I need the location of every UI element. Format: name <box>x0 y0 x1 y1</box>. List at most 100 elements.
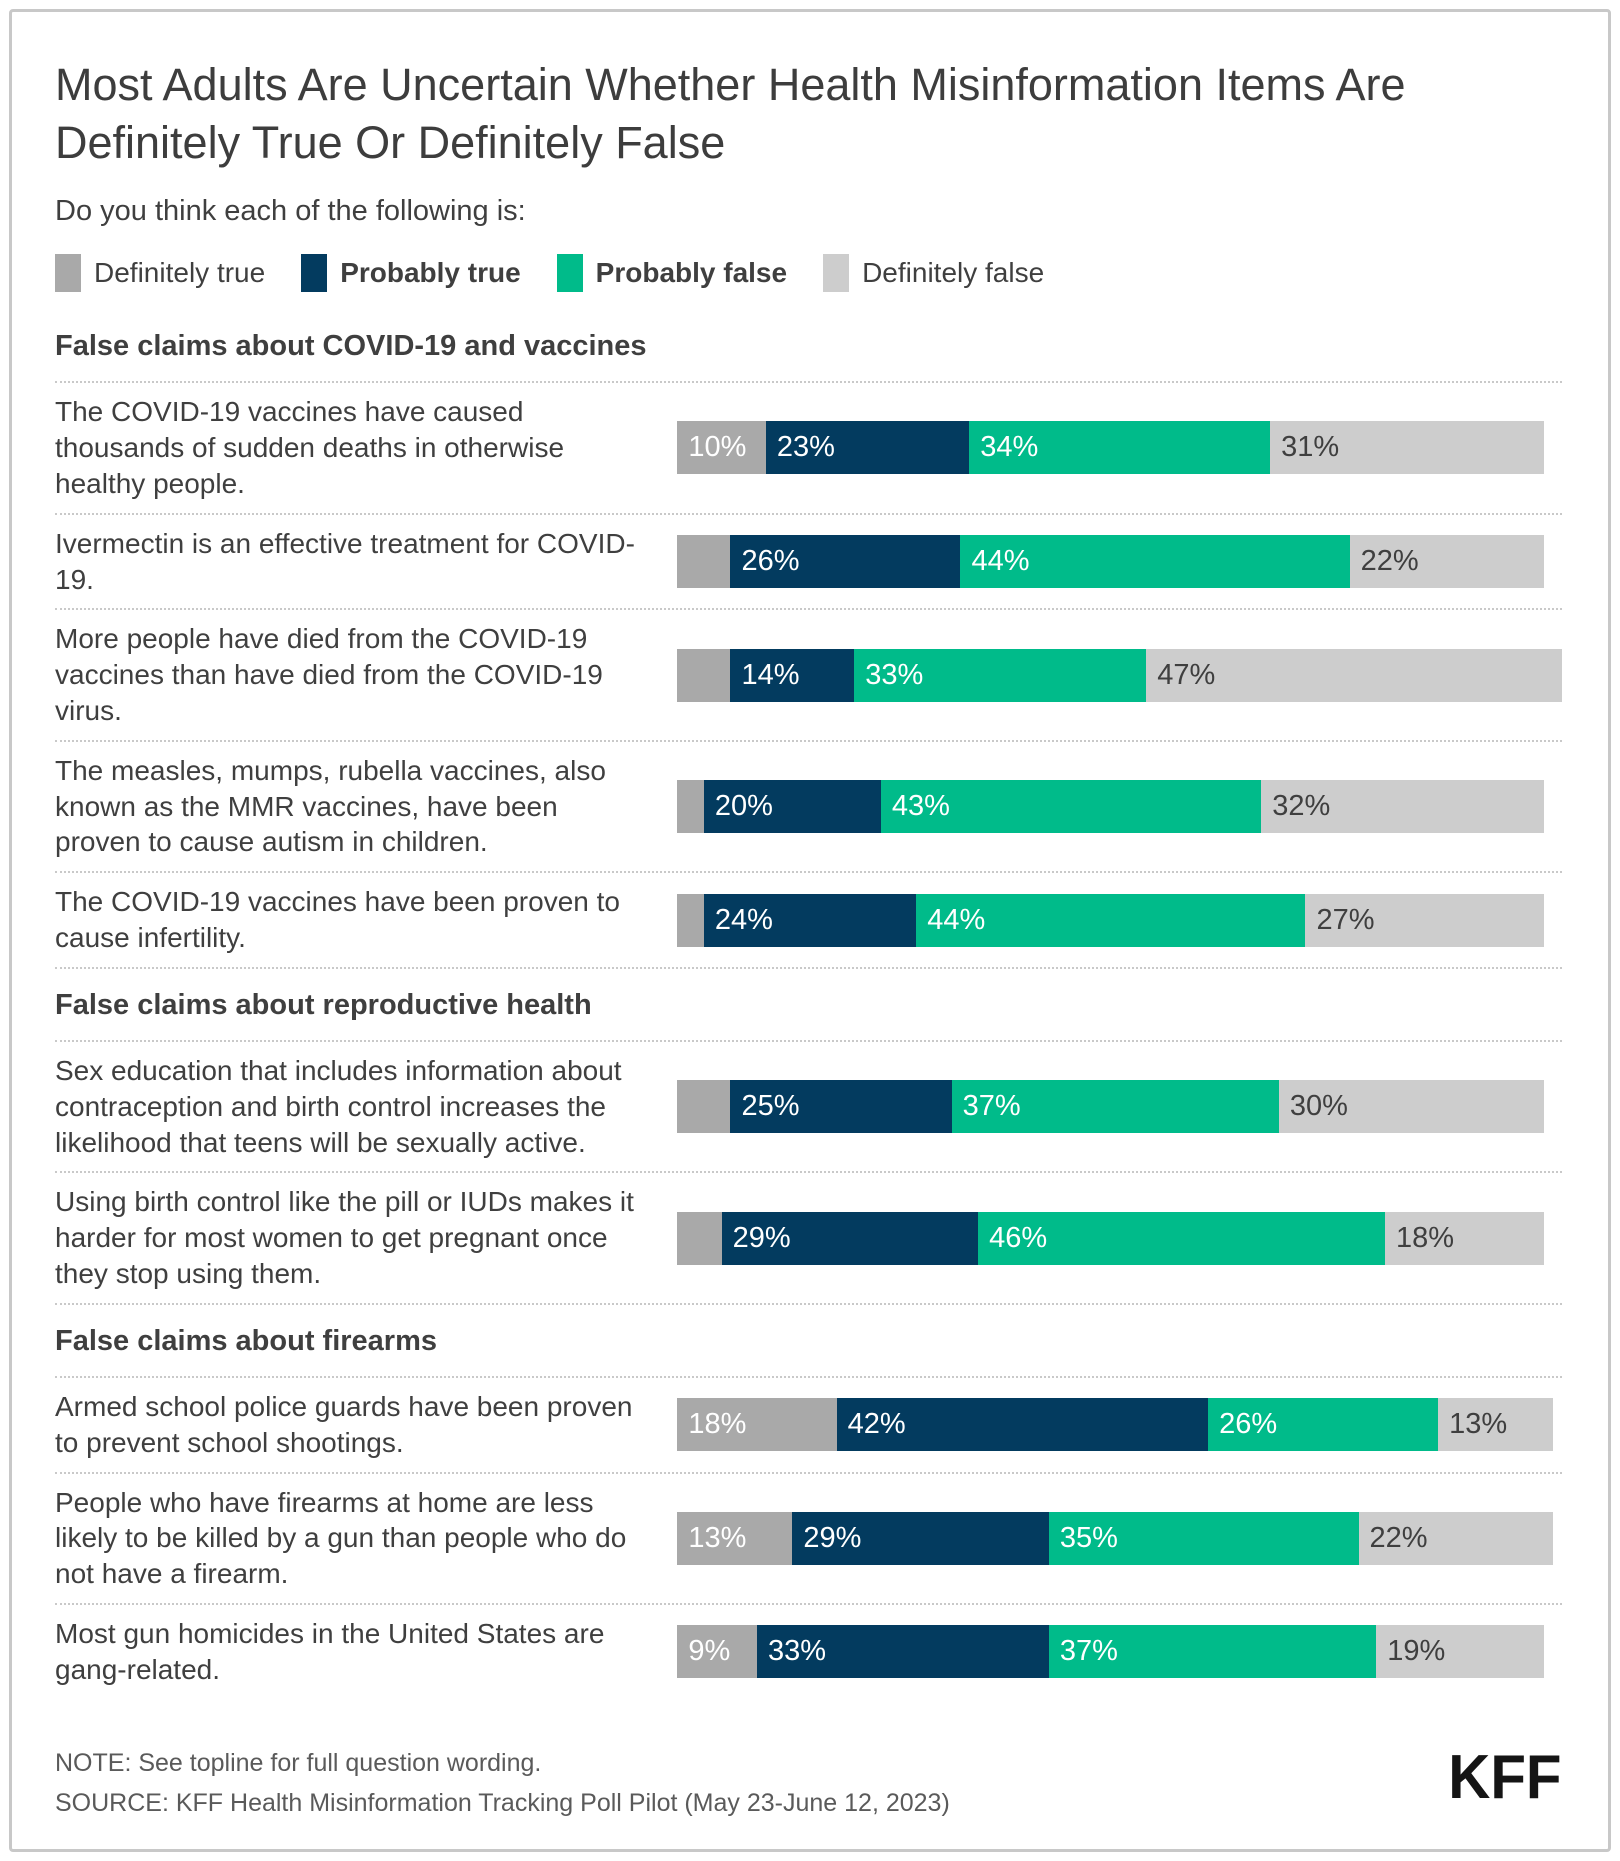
claim-label: Ivermectin is an effective treatment for… <box>55 527 635 595</box>
legend-item: Probably false <box>556 254 787 293</box>
claim-label: More people have died from the COVID-19 … <box>55 623 603 726</box>
bar-value-label: 9% <box>688 1635 731 1668</box>
bar-segment-definitely-false: 22% <box>1349 535 1545 588</box>
bar-value-label: 13% <box>1449 1408 1508 1441</box>
stacked-bar: 13% 29% 35% 22% <box>677 1511 1562 1565</box>
bar-segment-definitely-false: 19% <box>1376 1625 1545 1679</box>
claim-label: The COVID-19 vaccines have caused thousa… <box>55 396 565 499</box>
chart-subtitle: Do you think each of the following is: <box>55 195 526 228</box>
bar-segment-definitely-false: 18% <box>1385 1211 1545 1265</box>
bar-value-label: 37% <box>962 1090 1021 1123</box>
bar-value-label: 22% <box>1369 1521 1428 1554</box>
bar-segment-probably-false: 33% <box>854 648 1147 702</box>
legend-item: Definitely false <box>823 254 1045 293</box>
bar-value-label: 24% <box>714 903 773 936</box>
bar-value-label: 44% <box>927 903 986 936</box>
bar-value-label: 25% <box>741 1090 800 1123</box>
bar-segment-definitely-true <box>677 893 704 947</box>
bar-value-label: 31% <box>1281 431 1340 464</box>
bar-value-label: 34% <box>980 431 1039 464</box>
bar-segment-probably-true: 26% <box>730 535 961 588</box>
bar-value-label: 19% <box>1387 1635 1446 1668</box>
legend-label: Probably true <box>340 257 521 289</box>
claim-label: Most gun homicides in the United States … <box>55 1618 605 1685</box>
bar-value-label: 33% <box>865 658 924 691</box>
bar-segment-probably-false: 35% <box>1048 1511 1359 1565</box>
claim-label: The COVID-19 vaccines have been proven t… <box>55 886 620 954</box>
stacked-bar: 14% 33% 47% <box>677 648 1562 702</box>
bar-segment-definitely-true <box>677 535 731 588</box>
claim-label: People who have firearms at home are les… <box>55 1486 627 1590</box>
claim-row: Most gun homicides in the United States … <box>55 1603 1562 1699</box>
bar-value-label: 37% <box>1059 1635 1118 1668</box>
bar-value-label: 43% <box>891 790 950 823</box>
bar-value-label: 26% <box>741 545 800 577</box>
bar-segment-probably-false: 37% <box>951 1080 1279 1134</box>
bar-segment-probably-false: 44% <box>916 893 1306 947</box>
bar-value-label: 27% <box>1316 903 1375 936</box>
note-text: NOTE: See topline for full question word… <box>55 1748 542 1777</box>
section-header: False claims about reproductive health <box>55 966 1562 1040</box>
claim-label: The measles, mumps, rubella vaccines, al… <box>55 754 606 858</box>
bar-segment-definitely-true <box>677 1080 731 1134</box>
bar-segment-definitely-false: 47% <box>1146 648 1562 702</box>
bar-segment-probably-true: 24% <box>703 893 917 947</box>
bar-segment-definitely-false: 30% <box>1278 1080 1545 1134</box>
stacked-bar: 9% 33% 37% 19% <box>677 1625 1562 1679</box>
bar-segment-definitely-true <box>677 780 704 834</box>
bar-segment-probably-true: 33% <box>757 1625 1049 1679</box>
bar-value-label: 47% <box>1157 658 1216 691</box>
claim-row: More people have died from the COVID-19 … <box>55 608 1562 739</box>
legend-swatch-icon <box>556 254 583 293</box>
chart-panel: Most Adults Are Uncertain Whether Health… <box>9 9 1611 1852</box>
claim-row: Sex education that includes information … <box>55 1039 1562 1171</box>
bar-segment-probably-false: 43% <box>880 780 1262 834</box>
legend: Definitely true Probably true Probably fal… <box>55 254 1562 293</box>
bar-segment-definitely-true <box>677 1211 722 1265</box>
bar-segment-definitely-true: 9% <box>677 1625 757 1679</box>
bar-segment-probably-true: 20% <box>703 780 881 834</box>
bar-segment-probably-true: 25% <box>730 1080 952 1134</box>
bar-segment-probably-false: 26% <box>1208 1398 1439 1452</box>
bar-segment-probably-false: 44% <box>960 535 1350 588</box>
bar-segment-probably-false: 37% <box>1048 1625 1377 1679</box>
bar-value-label: 32% <box>1272 790 1331 823</box>
bar-segment-definitely-true <box>677 648 731 702</box>
legend-swatch-icon <box>823 254 850 293</box>
bar-segment-definitely-false: 22% <box>1358 1511 1554 1565</box>
stacked-bar: 26% 44% 22% <box>677 535 1562 588</box>
claim-row: The COVID-19 vaccines have been proven t… <box>55 871 1562 967</box>
bar-value-label: 29% <box>803 1521 862 1554</box>
claim-label: Using birth control like the pill or IUD… <box>55 1186 634 1290</box>
chart-body: False claims about COVID-19 and vaccines… <box>55 310 1562 1699</box>
legend-label: Definitely false <box>862 257 1045 289</box>
claim-row: Armed school police guards have been pro… <box>55 1375 1562 1472</box>
stacked-bar: 25% 37% 30% <box>677 1080 1562 1134</box>
bar-segment-definitely-false: 27% <box>1305 893 1545 947</box>
claim-label: Armed school police guards have been pro… <box>55 1390 633 1458</box>
bar-segment-probably-true: 14% <box>730 648 855 702</box>
legend-swatch-icon <box>55 254 81 293</box>
bar-value-label: 22% <box>1360 545 1419 577</box>
kff-logo: KFF <box>1448 1742 1562 1812</box>
legend-item: Probably true <box>301 254 521 293</box>
chart-title: Most Adults Are Uncertain Whether Health… <box>55 59 1406 168</box>
footer-notes: NOTE: See topline for full question word… <box>55 1743 950 1823</box>
bar-segment-probably-true: 29% <box>721 1211 979 1265</box>
footer: NOTE: See topline for full question word… <box>55 1743 1562 1823</box>
legend-item: Definitely true <box>55 254 266 293</box>
bar-value-label: 33% <box>768 1635 827 1668</box>
bar-segment-definitely-false: 32% <box>1261 780 1545 834</box>
claim-row: People who have firearms at home are les… <box>55 1471 1562 1603</box>
claim-row: The measles, mumps, rubella vaccines, al… <box>55 739 1562 871</box>
bar-segment-definitely-true: 18% <box>677 1398 837 1452</box>
legend-label: Definitely true <box>94 257 266 289</box>
stacked-bar: 29% 46% 18% <box>677 1211 1562 1265</box>
claim-row: The COVID-19 vaccines have caused thousa… <box>55 381 1562 512</box>
stacked-bar: 18% 42% 26% 13% <box>677 1398 1562 1452</box>
bar-segment-definitely-false: 31% <box>1270 421 1545 475</box>
bar-value-label: 42% <box>847 1408 906 1441</box>
bar-segment-probably-true: 29% <box>792 1511 1049 1565</box>
claim-row: Ivermectin is an effective treatment for… <box>55 512 1562 609</box>
bar-value-label: 10% <box>688 431 747 464</box>
